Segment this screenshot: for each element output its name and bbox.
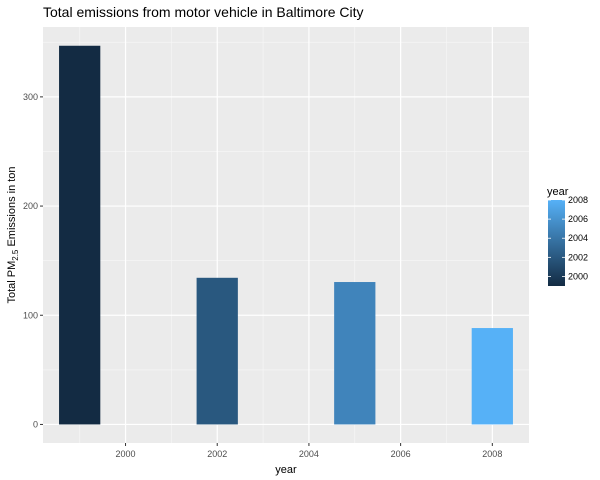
bar-2008 — [471, 328, 513, 425]
y-axis-title: Total PM2.5 Emissions in ton — [6, 166, 20, 303]
x-tick-label: 2008 — [482, 449, 502, 459]
legend-label: 2000 — [568, 271, 588, 281]
y-tick-label: 200 — [23, 201, 38, 211]
bar-1999 — [59, 45, 101, 425]
bars — [59, 45, 513, 425]
x-axis-title: year — [275, 464, 297, 476]
x-tick-label: 2000 — [116, 449, 136, 459]
y-axis-title-subscript: 2.5 — [11, 249, 20, 261]
legend-label: 2006 — [568, 214, 588, 224]
y-axis-title-suffix: Emissions in ton — [6, 166, 18, 249]
y-tick-label: 300 — [23, 92, 38, 102]
chart-title: Total emissions from motor vehicle in Ba… — [43, 4, 364, 20]
legend-label: 2002 — [568, 252, 588, 262]
y-axis-title-prefix: Total PM — [6, 261, 18, 304]
legend-ticks: 2008 2006 2004 2002 2000 — [548, 195, 588, 281]
y-axis-ticks: 0 100 200 300 — [23, 92, 43, 429]
plot-panel — [43, 27, 529, 443]
legend: year 2008 2006 2004 2002 2000 — [547, 186, 588, 286]
x-tick-label: 2006 — [391, 449, 411, 459]
legend-title: year — [547, 186, 569, 198]
x-tick-label: 2002 — [207, 449, 227, 459]
legend-label: 2008 — [568, 195, 588, 205]
x-axis-ticks: 2000 2002 2004 2006 2008 — [116, 443, 502, 459]
bar-2005 — [334, 282, 376, 425]
legend-label: 2004 — [568, 233, 588, 243]
y-tick-label: 100 — [23, 310, 38, 320]
y-tick-label: 0 — [33, 419, 38, 429]
legend-colorbar — [548, 200, 565, 286]
x-tick-label: 2004 — [299, 449, 319, 459]
bar-2002 — [196, 277, 238, 425]
